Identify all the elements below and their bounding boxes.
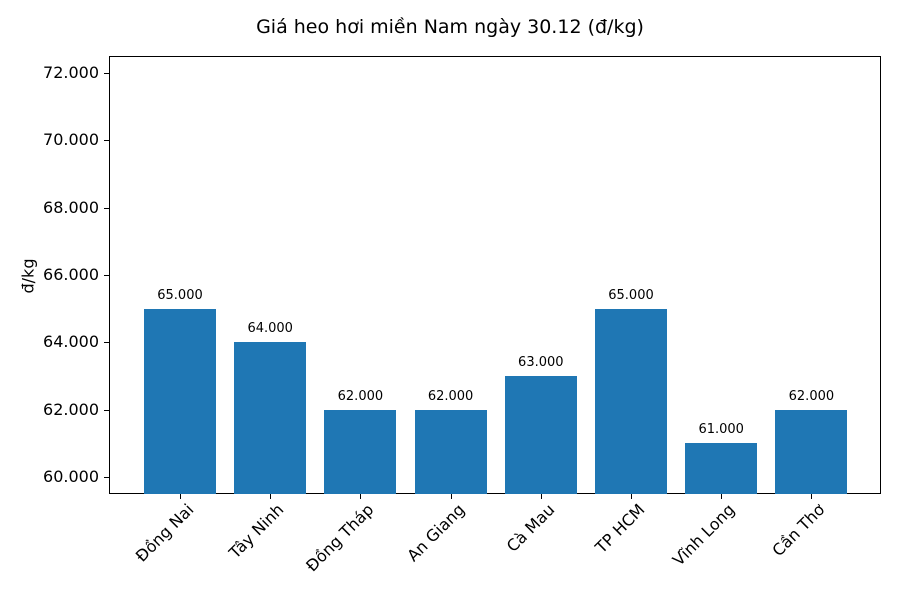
bar-value-label: 65.000 — [608, 287, 654, 303]
x-tick-label: Cà Mau — [502, 500, 559, 556]
bar — [775, 409, 848, 494]
x-tick-mark — [270, 494, 272, 499]
bar-value-label: 63.000 — [518, 355, 564, 371]
y-tick-label: 70.000 — [43, 130, 99, 150]
plot-area — [109, 56, 881, 494]
y-tick-label: 64.000 — [43, 332, 99, 352]
bar-value-label: 61.000 — [698, 422, 744, 438]
y-tick-label: 60.000 — [43, 467, 99, 487]
bar — [144, 308, 216, 494]
y-tick-mark — [104, 409, 109, 411]
y-tick-mark — [104, 72, 109, 74]
bar-value-label: 65.000 — [157, 287, 203, 303]
y-tick-label: 66.000 — [43, 265, 99, 284]
bar — [234, 342, 307, 494]
bar — [414, 409, 487, 494]
y-tick-label: 68.000 — [43, 197, 99, 217]
y-tick-mark — [104, 275, 109, 276]
x-tick-mark — [721, 494, 723, 499]
y-tick-label: 72.000 — [43, 62, 99, 82]
x-tick-label: Cần Thơ — [768, 500, 829, 561]
bar-value-label: 64.000 — [247, 321, 293, 337]
chart-title: Giá heo hơi miền Nam ngày 30.12 (đ/kg) — [256, 16, 644, 38]
bar — [324, 409, 397, 494]
x-tick-mark — [180, 494, 181, 499]
x-tick-label: Tây Ninh — [225, 500, 288, 563]
bar — [685, 443, 758, 494]
x-tick-label: Vĩnh Long — [668, 500, 739, 570]
bar-value-label: 62.000 — [788, 388, 835, 404]
bar — [504, 376, 577, 494]
y-tick-mark — [104, 140, 109, 142]
x-tick-mark — [450, 494, 452, 499]
y-tick-mark — [104, 342, 109, 344]
x-tick-label: Đồng Tháp — [302, 500, 378, 576]
bar — [595, 308, 667, 494]
bar-value-label: 62.000 — [337, 388, 384, 404]
x-tick-mark — [540, 494, 542, 499]
x-tick-label: TP HCM — [591, 500, 649, 557]
x-tick-mark — [631, 494, 632, 499]
x-tick-label: Đồng Nai — [131, 500, 198, 566]
y-tick-mark — [104, 477, 109, 479]
y-tick-label: 62.000 — [43, 399, 99, 419]
x-tick-mark — [360, 494, 362, 499]
y-tick-mark — [104, 207, 109, 209]
x-tick-mark — [811, 494, 813, 499]
x-tick-label: An Giang — [402, 500, 469, 566]
y-axis-label: đ/kg — [18, 258, 38, 294]
bar-value-label: 62.000 — [427, 388, 474, 404]
